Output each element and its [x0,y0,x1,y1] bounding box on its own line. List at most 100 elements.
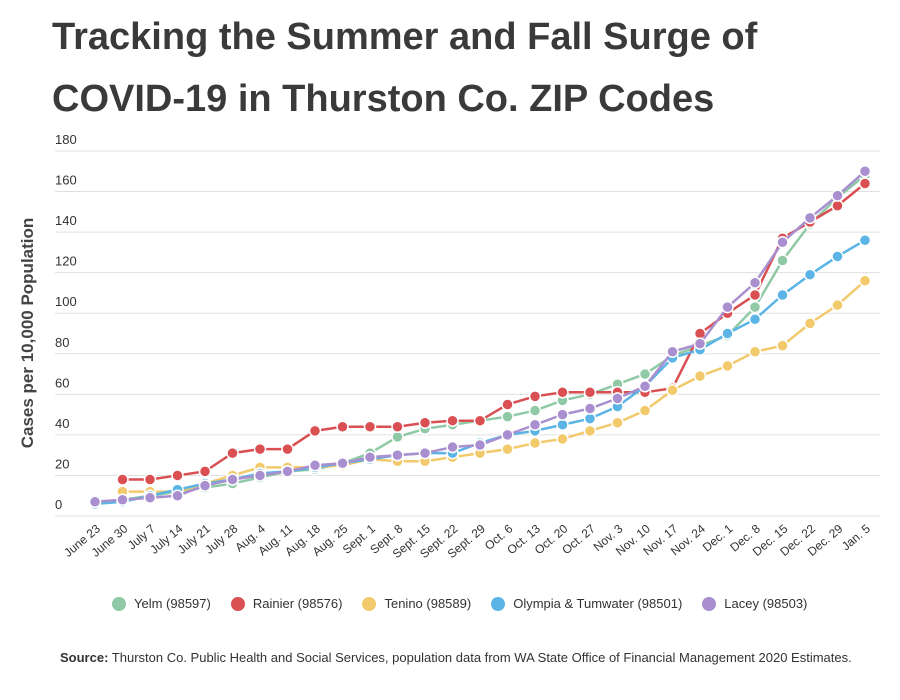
data-point[interactable] [748,345,762,358]
data-point[interactable] [831,298,844,312]
data-point[interactable] [171,489,184,502]
data-point[interactable] [583,424,597,438]
data-point[interactable] [556,386,569,399]
data-point[interactable] [473,414,487,427]
data-point[interactable] [473,438,487,452]
data-point[interactable] [528,418,542,431]
data-point[interactable] [831,189,844,202]
data-point[interactable] [583,412,597,425]
y-tick-label: 80 [55,335,69,350]
legend-swatch-icon [112,596,126,611]
data-point[interactable] [501,428,514,442]
data-point[interactable] [583,402,597,415]
series-line [94,239,866,506]
data-point[interactable] [226,446,239,460]
data-point[interactable] [336,457,349,470]
data-point[interactable] [721,327,734,340]
data-point[interactable] [308,424,322,438]
source-text: Thurston Co. Public Health and Social Se… [111,650,852,665]
data-point[interactable] [501,398,514,411]
data-point[interactable] [143,491,157,504]
data-point[interactable] [88,495,102,509]
data-point[interactable] [446,414,459,427]
data-point[interactable] [803,268,817,281]
data-point[interactable] [171,469,184,482]
data-point[interactable] [748,288,762,302]
series-line [122,182,866,481]
x-tick-label: Jan. 5 [839,521,873,553]
data-point[interactable] [858,233,872,247]
data-point[interactable] [748,276,762,290]
data-point[interactable] [858,177,872,190]
data-point[interactable] [253,469,267,482]
data-point[interactable] [253,442,267,456]
y-tick-label: 120 [55,254,77,269]
data-point[interactable] [666,384,679,397]
data-point[interactable] [528,436,542,450]
source-label: Source: [60,650,109,665]
data-point[interactable] [693,337,707,350]
data-point[interactable] [446,440,459,454]
data-point[interactable] [198,465,212,478]
data-point[interactable] [556,408,569,421]
legend-item[interactable]: Lacey (98503) [702,596,807,611]
data-point[interactable] [501,442,514,456]
data-point[interactable] [391,430,404,444]
data-point[interactable] [528,404,542,417]
data-point[interactable] [116,493,129,507]
data-point[interactable] [556,432,569,446]
data-point[interactable] [776,254,789,267]
data-point[interactable] [721,359,734,373]
y-tick-label: 20 [55,456,69,471]
data-point[interactable] [198,479,212,492]
data-point[interactable] [776,339,789,352]
data-point[interactable] [831,199,844,212]
data-point[interactable] [226,473,239,486]
data-point[interactable] [308,459,322,472]
data-point[interactable] [831,250,844,263]
data-point[interactable] [281,442,294,456]
data-point[interactable] [501,410,514,423]
y-tick-label: 180 [55,132,77,147]
legend-item[interactable]: Olympia & Tumwater (98501) [491,596,682,611]
data-point[interactable] [528,390,542,403]
y-tick-label: 60 [55,375,69,390]
data-point[interactable] [776,236,789,249]
y-tick-label: 40 [55,416,69,431]
data-point[interactable] [693,369,707,383]
legend-item[interactable]: Tenino (98589) [362,596,471,611]
legend-label: Yelm (98597) [134,596,211,611]
data-point[interactable] [858,274,872,288]
data-point[interactable] [611,416,624,429]
legend-item[interactable]: Yelm (98597) [112,596,211,611]
data-point[interactable] [143,473,157,486]
data-point[interactable] [776,288,789,302]
data-point[interactable] [418,446,432,460]
data-point[interactable] [336,420,349,434]
series-group [88,165,872,509]
y-tick-label: 160 [55,173,77,188]
data-point[interactable] [748,300,762,314]
legend-item[interactable]: Rainier (98576) [230,596,342,611]
data-point[interactable] [391,420,404,434]
data-point[interactable] [803,317,817,330]
data-point[interactable] [391,448,404,462]
data-point[interactable] [858,165,872,178]
data-point[interactable] [363,420,377,434]
data-point[interactable] [638,379,652,393]
data-point[interactable] [666,345,679,358]
data-point[interactable] [638,404,652,417]
data-point[interactable] [721,300,734,314]
data-point[interactable] [556,418,569,431]
data-point[interactable] [281,465,294,478]
series-lines [88,165,872,511]
data-point[interactable] [638,367,652,381]
data-point[interactable] [803,211,817,225]
data-point[interactable] [583,386,597,399]
x-tick-label: Dec. 1 [700,521,736,554]
data-point[interactable] [611,392,624,405]
data-point[interactable] [748,313,762,326]
data-point[interactable] [116,473,129,486]
data-point[interactable] [363,450,377,464]
data-point[interactable] [418,416,432,429]
